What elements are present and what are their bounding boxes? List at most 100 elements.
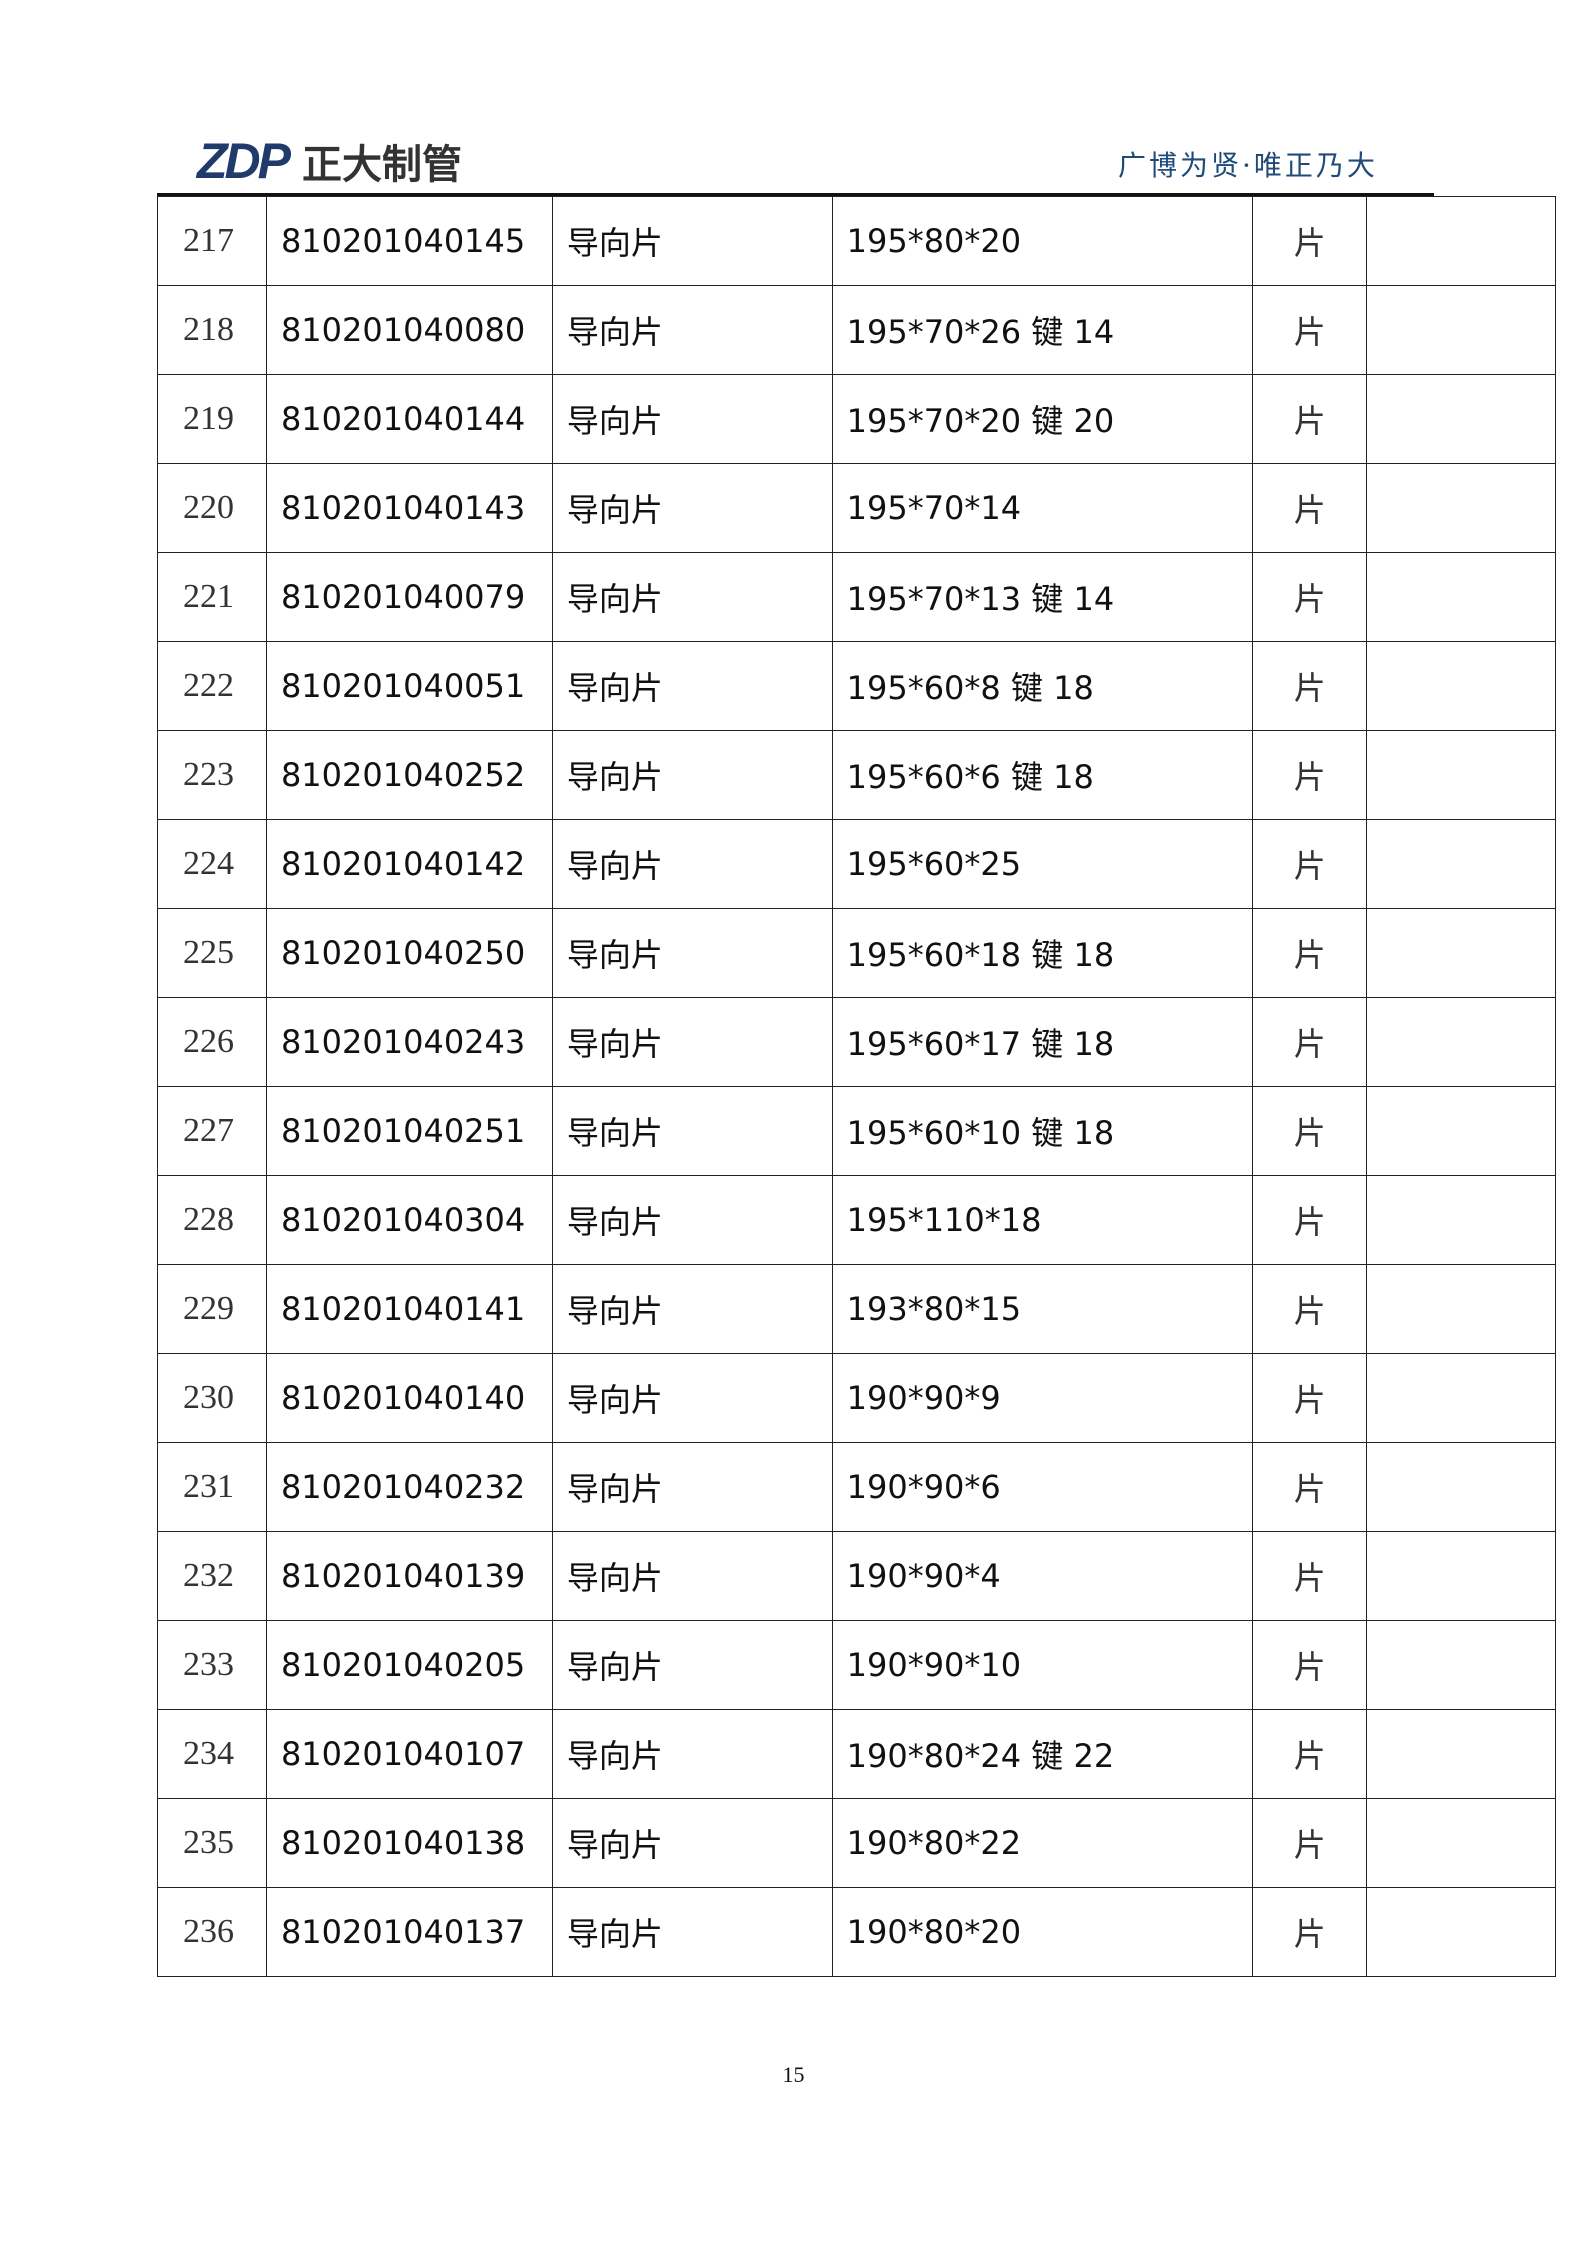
table-row: 221 810201040079 导向片 195*70*13 键 14 片 bbox=[157, 552, 1556, 642]
table-row: 230 810201040140 导向片 190*90*9 片 bbox=[157, 1353, 1556, 1443]
table-row: 219 810201040144 导向片 195*70*20 键 20 片 bbox=[157, 374, 1556, 464]
table-row: 231 810201040232 导向片 190*90*6 片 bbox=[157, 1442, 1556, 1532]
part-name-cell: 导向片 bbox=[551, 730, 833, 820]
table-row: 217 810201040145 导向片 195*80*20 片 bbox=[157, 196, 1556, 286]
page-number: 15 bbox=[782, 2062, 805, 2087]
item-number-cell: 228 bbox=[157, 1175, 267, 1265]
specification-cell: 195*60*25 bbox=[831, 819, 1254, 909]
part-code-cell: 810201040080 bbox=[265, 285, 553, 375]
remark-cell bbox=[1366, 1709, 1556, 1799]
table-row: 224 810201040142 导向片 195*60*25 片 bbox=[157, 819, 1556, 909]
item-number-cell: 221 bbox=[157, 552, 267, 642]
specification-cell: 190*80*24 键 22 bbox=[831, 1709, 1254, 1799]
logo-mark: ZDP bbox=[197, 133, 291, 189]
unit-cell: 片 bbox=[1252, 730, 1368, 820]
table-row: 236 810201040137 导向片 190*80*20 片 bbox=[157, 1887, 1556, 1977]
unit-cell: 片 bbox=[1252, 1086, 1368, 1176]
part-name-cell: 导向片 bbox=[551, 1709, 833, 1799]
part-name-cell: 导向片 bbox=[551, 1086, 833, 1176]
item-number-cell: 236 bbox=[157, 1887, 267, 1977]
specification-cell: 195*60*17 键 18 bbox=[831, 997, 1254, 1087]
specification-cell: 195*70*26 键 14 bbox=[831, 285, 1254, 375]
part-name-cell: 导向片 bbox=[551, 1442, 833, 1532]
part-name-cell: 导向片 bbox=[551, 819, 833, 909]
part-name-cell: 导向片 bbox=[551, 1264, 833, 1354]
remark-cell bbox=[1366, 285, 1556, 375]
specification-cell: 190*90*4 bbox=[831, 1531, 1254, 1621]
item-number-cell: 217 bbox=[157, 196, 267, 286]
remark-cell bbox=[1366, 1353, 1556, 1443]
unit-cell: 片 bbox=[1252, 552, 1368, 642]
remark-cell bbox=[1366, 1086, 1556, 1176]
remark-cell bbox=[1366, 552, 1556, 642]
remark-cell bbox=[1366, 819, 1556, 909]
part-name-cell: 导向片 bbox=[551, 641, 833, 731]
part-code-cell: 810201040139 bbox=[265, 1531, 553, 1621]
part-name-cell: 导向片 bbox=[551, 1531, 833, 1621]
table-row: 229 810201040141 导向片 193*80*15 片 bbox=[157, 1264, 1556, 1354]
part-code-cell: 810201040079 bbox=[265, 552, 553, 642]
remark-cell bbox=[1366, 730, 1556, 820]
item-number-cell: 230 bbox=[157, 1353, 267, 1443]
parts-table: 217 810201040145 导向片 195*80*20 片 218 810201040… bbox=[157, 196, 1556, 1977]
part-code-cell: 810201040140 bbox=[265, 1353, 553, 1443]
item-number-cell: 232 bbox=[157, 1531, 267, 1621]
part-code-cell: 810201040304 bbox=[265, 1175, 553, 1265]
part-code-cell: 810201040144 bbox=[265, 374, 553, 464]
remark-cell bbox=[1366, 374, 1556, 464]
remark-cell bbox=[1366, 1175, 1556, 1265]
item-number-cell: 225 bbox=[157, 908, 267, 998]
unit-cell: 片 bbox=[1252, 463, 1368, 553]
part-code-cell: 810201040232 bbox=[265, 1442, 553, 1532]
specification-cell: 190*80*20 bbox=[831, 1887, 1254, 1977]
specification-cell: 195*110*18 bbox=[831, 1175, 1254, 1265]
table-row: 220 810201040143 导向片 195*70*14 片 bbox=[157, 463, 1556, 553]
part-code-cell: 810201040138 bbox=[265, 1798, 553, 1888]
unit-cell: 片 bbox=[1252, 641, 1368, 731]
item-number-cell: 222 bbox=[157, 641, 267, 731]
unit-cell: 片 bbox=[1252, 1798, 1368, 1888]
item-number-cell: 223 bbox=[157, 730, 267, 820]
part-code-cell: 810201040243 bbox=[265, 997, 553, 1087]
item-number-cell: 220 bbox=[157, 463, 267, 553]
header-divider bbox=[157, 193, 1434, 196]
unit-cell: 片 bbox=[1252, 1620, 1368, 1710]
specification-cell: 190*90*9 bbox=[831, 1353, 1254, 1443]
specification-cell: 195*60*10 键 18 bbox=[831, 1086, 1254, 1176]
remark-cell bbox=[1366, 641, 1556, 731]
part-name-cell: 导向片 bbox=[551, 908, 833, 998]
unit-cell: 片 bbox=[1252, 1175, 1368, 1265]
specification-cell: 195*60*8 键 18 bbox=[831, 641, 1254, 731]
item-number-cell: 229 bbox=[157, 1264, 267, 1354]
part-name-cell: 导向片 bbox=[551, 463, 833, 553]
unit-cell: 片 bbox=[1252, 1887, 1368, 1977]
specification-cell: 195*70*13 键 14 bbox=[831, 552, 1254, 642]
part-name-cell: 导向片 bbox=[551, 374, 833, 464]
specification-cell: 190*90*10 bbox=[831, 1620, 1254, 1710]
item-number-cell: 227 bbox=[157, 1086, 267, 1176]
unit-cell: 片 bbox=[1252, 285, 1368, 375]
table-row: 222 810201040051 导向片 195*60*8 键 18 片 bbox=[157, 641, 1556, 731]
remark-cell bbox=[1366, 1531, 1556, 1621]
part-code-cell: 810201040141 bbox=[265, 1264, 553, 1354]
item-number-cell: 224 bbox=[157, 819, 267, 909]
part-name-cell: 导向片 bbox=[551, 285, 833, 375]
part-code-cell: 810201040145 bbox=[265, 196, 553, 286]
remark-cell bbox=[1366, 1887, 1556, 1977]
item-number-cell: 235 bbox=[157, 1798, 267, 1888]
item-number-cell: 233 bbox=[157, 1620, 267, 1710]
table-row: 218 810201040080 导向片 195*70*26 键 14 片 bbox=[157, 285, 1556, 375]
specification-cell: 195*60*18 键 18 bbox=[831, 908, 1254, 998]
specification-cell: 195*60*6 键 18 bbox=[831, 730, 1254, 820]
part-name-cell: 导向片 bbox=[551, 1620, 833, 1710]
remark-cell bbox=[1366, 1442, 1556, 1532]
remark-cell bbox=[1366, 1264, 1556, 1354]
table-row: 223 810201040252 导向片 195*60*6 键 18 片 bbox=[157, 730, 1556, 820]
company-logo: ZDP 正大制管 bbox=[197, 133, 462, 189]
table-row: 234 810201040107 导向片 190*80*24 键 22 片 bbox=[157, 1709, 1556, 1799]
part-name-cell: 导向片 bbox=[551, 1887, 833, 1977]
remark-cell bbox=[1366, 1620, 1556, 1710]
remark-cell bbox=[1366, 196, 1556, 286]
specification-cell: 190*90*6 bbox=[831, 1442, 1254, 1532]
part-code-cell: 810201040205 bbox=[265, 1620, 553, 1710]
